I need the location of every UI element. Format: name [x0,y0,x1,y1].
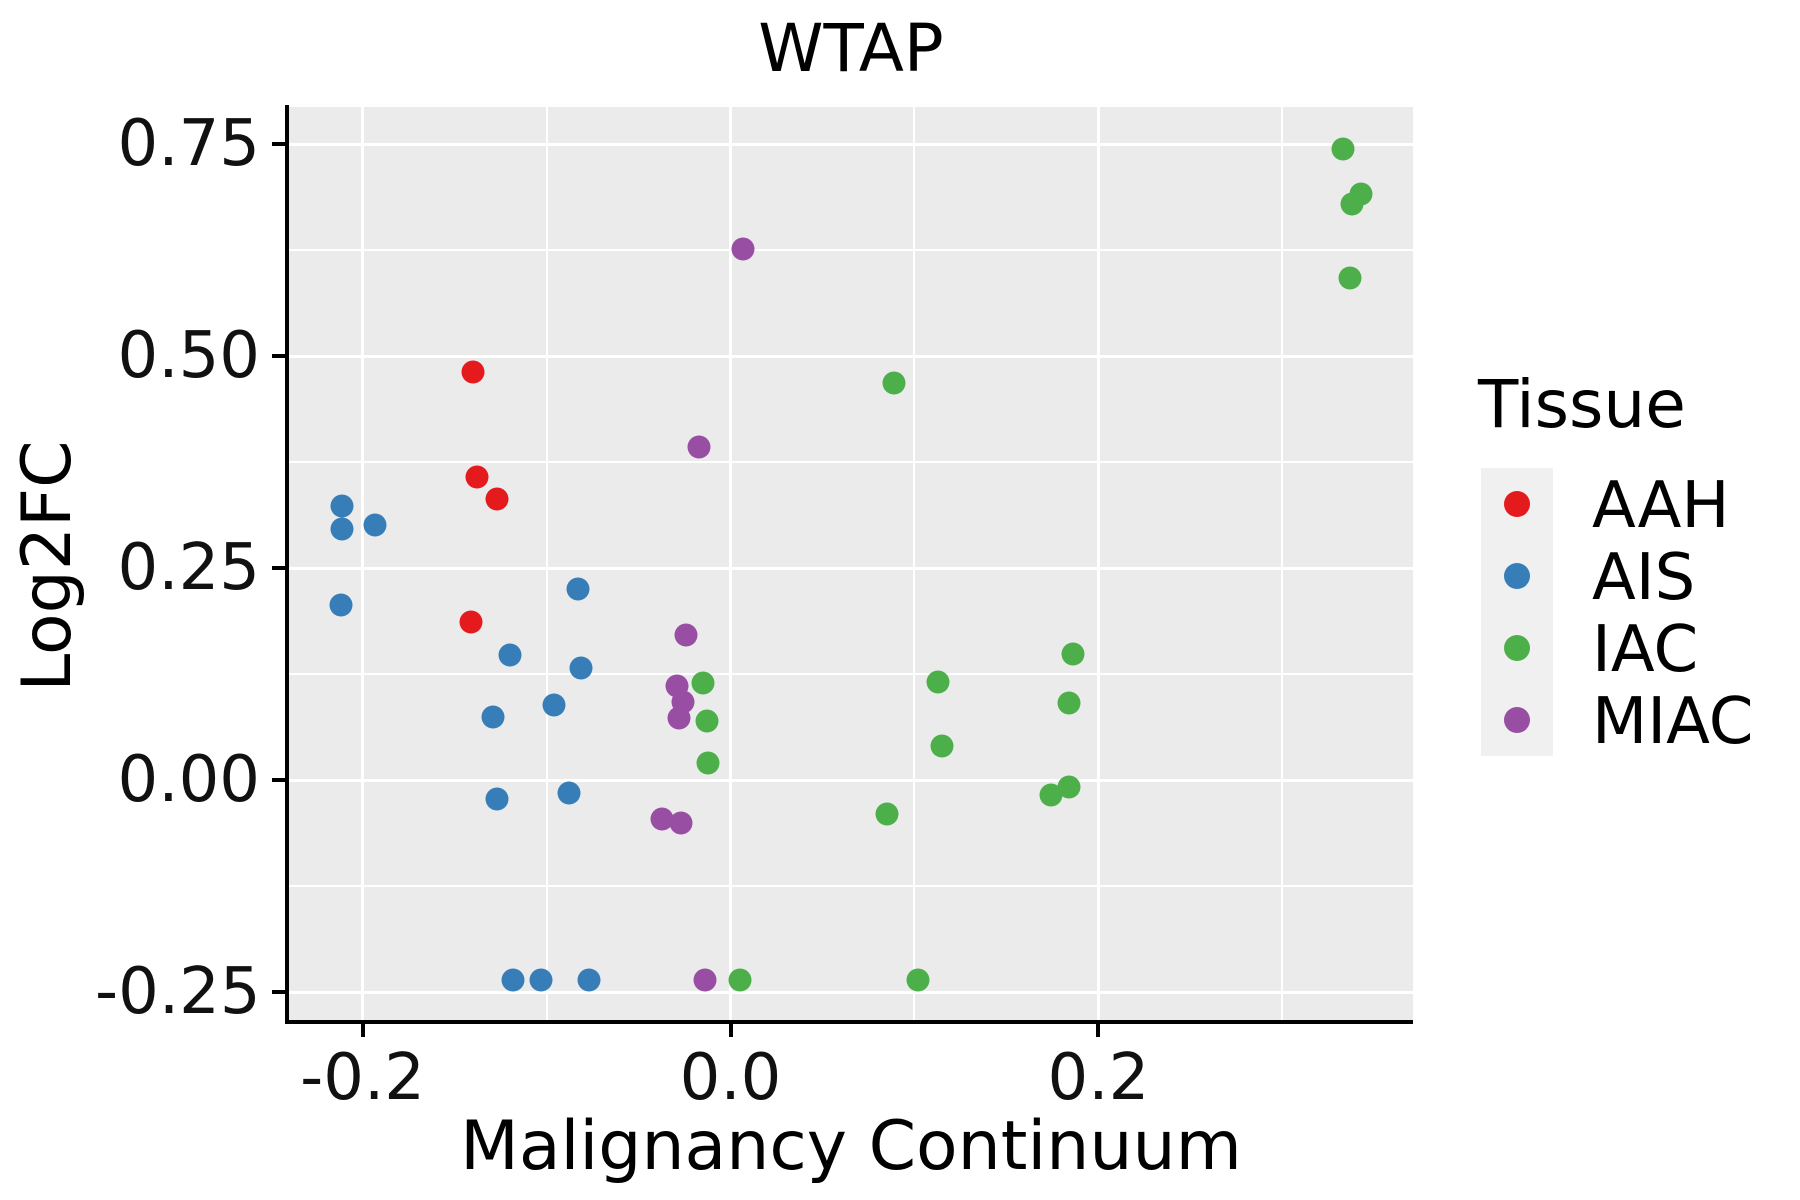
x-minor-gridline [1281,107,1284,1020]
y-tick [272,354,285,359]
y-tick-label: 0.50 [117,319,261,394]
x-tick [1096,1024,1101,1037]
data-point-miac [693,968,717,992]
y-tick-label: 0.00 [117,743,261,818]
legend-label-ais: AIS [1592,541,1696,615]
data-point-ais [481,705,505,729]
data-point-ais [529,968,553,992]
data-point-miac [731,237,755,261]
y-minor-gridline [289,673,1413,676]
x-tick-label: 0.0 [679,1041,782,1115]
data-point-iac [728,968,752,992]
data-point-iac [1057,775,1081,799]
x-axis-line [285,1020,1413,1024]
x-minor-gridline [913,107,916,1020]
legend-label-iac: IAC [1592,613,1699,687]
data-point-iac [695,709,719,733]
legend-label-aah: AAH [1592,469,1730,543]
y-minor-gridline [289,885,1413,888]
data-point-ais [557,781,581,805]
data-point-ais [485,787,509,811]
data-point-ais [577,968,601,992]
y-axis-line [285,105,289,1024]
data-point-iac [882,371,906,395]
y-major-gridline [289,990,1413,994]
data-point-iac [906,968,930,992]
legend-dot-miac [1504,707,1530,733]
data-point-iac [691,671,715,695]
data-point-ais [569,656,593,680]
data-point-iac [1061,642,1085,666]
x-major-gridline [1096,107,1100,1020]
x-axis-title: Malignancy Continuum [460,1107,1242,1186]
y-tick-label: 0.75 [117,107,261,182]
y-tick-label: 0.25 [117,531,261,606]
x-tick [728,1024,733,1037]
data-point-aah [465,465,489,489]
y-tick [272,778,285,783]
y-tick [272,566,285,571]
data-point-ais [501,968,525,992]
data-point-miac [667,706,691,730]
legend-dot-aah [1504,491,1530,517]
y-major-gridline [289,354,1413,358]
x-major-gridline [361,107,365,1020]
data-point-ais [363,513,387,537]
data-point-iac [875,802,899,826]
data-point-miac [669,811,693,835]
data-point-iac [930,734,954,758]
data-point-aah [485,487,509,511]
y-tick [272,142,285,147]
data-point-ais [329,593,352,617]
y-tick-label: -0.25 [95,955,261,1030]
legend-title: Tissue [1478,366,1686,443]
y-minor-gridline [289,249,1413,252]
data-point-aah [459,610,483,634]
data-point-iac [1340,192,1364,216]
y-tick [272,990,285,995]
data-point-ais [330,517,354,541]
x-tick [360,1024,365,1037]
data-point-iac [926,670,950,694]
data-point-miac [674,623,698,647]
x-major-gridline [729,107,732,1020]
data-point-iac [1039,783,1063,807]
y-axis-title: Log2FC [8,439,87,692]
y-major-gridline [289,142,1413,146]
data-point-ais [498,643,522,667]
legend-dot-iac [1504,635,1530,661]
data-point-iac [1057,691,1081,715]
plot-panel [289,107,1413,1020]
x-tick-label: -0.2 [300,1041,426,1115]
data-point-iac [1331,137,1355,161]
y-minor-gridline [289,461,1413,464]
legend-label-miac: MIAC [1592,685,1754,759]
y-major-gridline [289,778,1413,782]
y-major-gridline [289,566,1413,570]
x-tick-label: 0.2 [1047,1041,1150,1115]
data-point-iac [696,751,720,775]
data-point-miac [650,807,674,831]
data-point-iac [1338,266,1362,290]
data-point-aah [461,360,485,384]
data-point-ais [330,494,354,518]
data-point-ais [566,577,590,601]
chart-title: WTAP [758,10,944,87]
data-point-ais [542,693,566,717]
x-minor-gridline [545,107,548,1020]
data-point-miac [687,435,711,459]
legend-dot-ais [1504,563,1530,589]
